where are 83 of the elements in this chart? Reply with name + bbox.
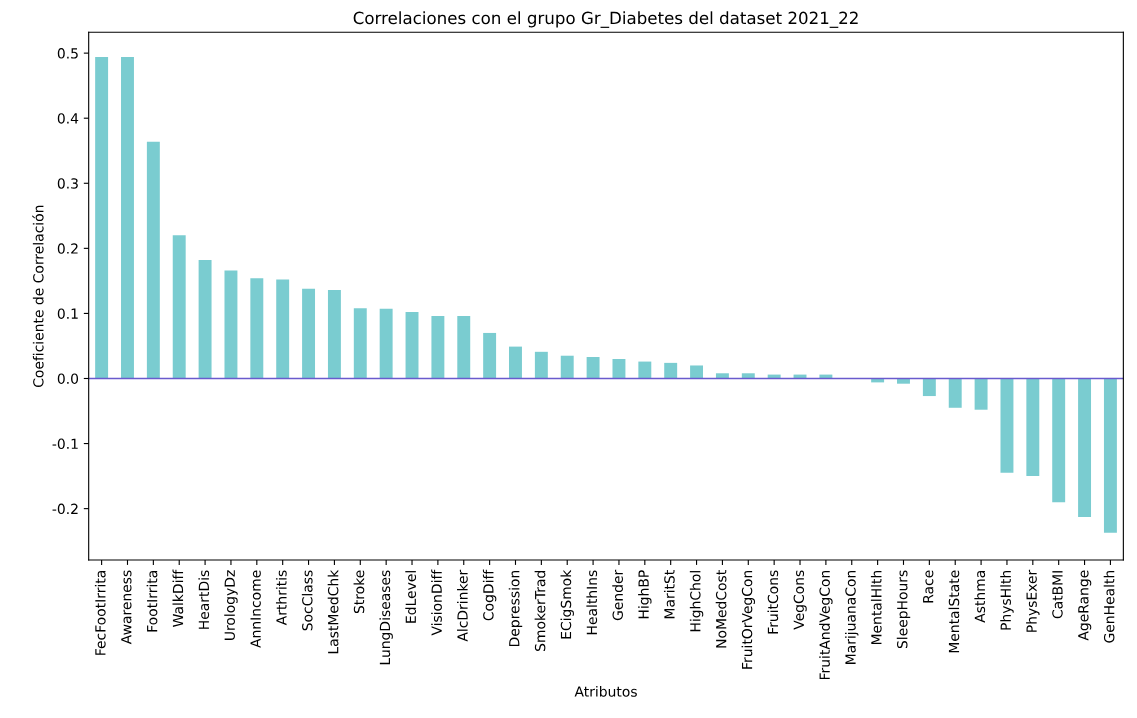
bar: [664, 362, 678, 379]
y-tick-label: 0.1: [57, 308, 78, 319]
x-tick-label: SleepHours: [896, 570, 911, 649]
bar: [276, 279, 290, 379]
x-tick-label: Depression: [508, 570, 523, 647]
bar: [172, 235, 186, 379]
bar: [250, 278, 264, 379]
x-tick-label: MaritSt: [663, 570, 675, 619]
y-tick-label: 0.5: [57, 48, 78, 59]
bar: [922, 378, 936, 397]
bar: [302, 288, 316, 379]
x-tick-label: SmokerTrad: [534, 571, 546, 651]
x-tick-label: AlcDrinker: [457, 569, 468, 642]
x-tick-label: Stroke: [353, 570, 365, 614]
x-tick-label: FruitAndVegCon: [819, 570, 833, 680]
y-tick-label: -0.2: [52, 503, 78, 515]
y-tick-label: 0.2: [57, 243, 78, 254]
x-tick-label: MarijuanaCon: [845, 570, 859, 664]
x-tick-label: LungDiseases: [379, 570, 393, 665]
bar: [224, 270, 238, 379]
y-tick-label: 0.3: [57, 178, 78, 189]
x-tick-label: HealthIns: [586, 570, 598, 635]
x-tick-label: HeartDis: [198, 570, 210, 629]
bar: [948, 378, 962, 408]
bar: [95, 57, 109, 379]
bar: [379, 308, 393, 379]
y-tick-label: -0.1: [52, 438, 78, 450]
x-tick-label: SocClass: [301, 570, 313, 631]
bar: [121, 57, 134, 379]
x-tick-label: Race: [923, 570, 934, 603]
x-tick-label: Gender: [612, 569, 623, 621]
x-tick-label: FruitOrVegCon: [741, 570, 756, 669]
x-tick-label: MentalHlth: [870, 570, 882, 645]
bar: [534, 351, 548, 379]
x-tick-label: FruitCons: [767, 570, 779, 634]
x-axis-title: Atributos: [574, 686, 637, 697]
bar: [431, 316, 445, 379]
chart-title: Correlaciones con el grupo Gr_Diabetes del dataset 2021_22: [353, 11, 858, 28]
x-tick-label: NoMedCost: [715, 570, 727, 648]
y-tick-label: 0.0: [57, 373, 79, 384]
bar: [560, 355, 574, 379]
x-tick-label: VisionDiff: [431, 569, 442, 636]
x-tick-label: WalkDiff: [172, 569, 184, 627]
x-tick-label: HighBP: [638, 570, 652, 619]
bar: [353, 308, 367, 379]
bar: [146, 141, 160, 379]
x-tick-label: HighChol: [689, 571, 704, 632]
x-tick-label: Awareness: [121, 570, 132, 645]
x-tick-label: GenHealth: [1103, 570, 1115, 643]
bar: [1103, 378, 1117, 533]
y-tick-label: 0.4: [57, 113, 79, 124]
x-tick-label: FootIrrita: [146, 571, 158, 632]
bar: [405, 312, 419, 379]
bar: [974, 378, 988, 410]
x-tick-label: AgeRange: [1078, 570, 1092, 641]
x-tick-label: CatBMI: [1052, 571, 1063, 619]
x-tick-label: UrologyDz: [224, 570, 238, 640]
x-tick-label: AnnIncome: [250, 570, 261, 648]
x-tick-label: ECigSmok: [560, 569, 574, 639]
x-tick-label: FecFootIrrita: [94, 571, 106, 655]
x-tick-label: Arthritis: [275, 570, 287, 626]
x-tick-label: Asthma: [974, 571, 986, 623]
bar: [327, 289, 341, 379]
x-tick-label: PhysHlth: [1000, 570, 1014, 630]
bar: [509, 346, 522, 379]
x-tick-label: PhysExer: [1026, 569, 1040, 632]
x-tick-label: CogDiff: [482, 569, 497, 621]
bar: [612, 358, 626, 379]
bar: [457, 316, 471, 379]
bar: [638, 361, 652, 379]
x-tick-label: MentalState: [948, 570, 960, 653]
bar: [1052, 378, 1066, 503]
x-tick-label: LastMedChk: [327, 569, 339, 654]
y-axis-title: Coeficiente de Correlación: [32, 205, 44, 388]
bar: [586, 357, 600, 379]
x-tick-label: EdLevel: [405, 571, 417, 623]
bar: [1078, 378, 1092, 518]
x-tick-label: VegCons: [793, 570, 807, 630]
bar: [198, 260, 212, 379]
bar: [1026, 378, 1040, 477]
bar: [1000, 378, 1014, 473]
bar: [690, 365, 704, 379]
bar: [483, 332, 497, 379]
